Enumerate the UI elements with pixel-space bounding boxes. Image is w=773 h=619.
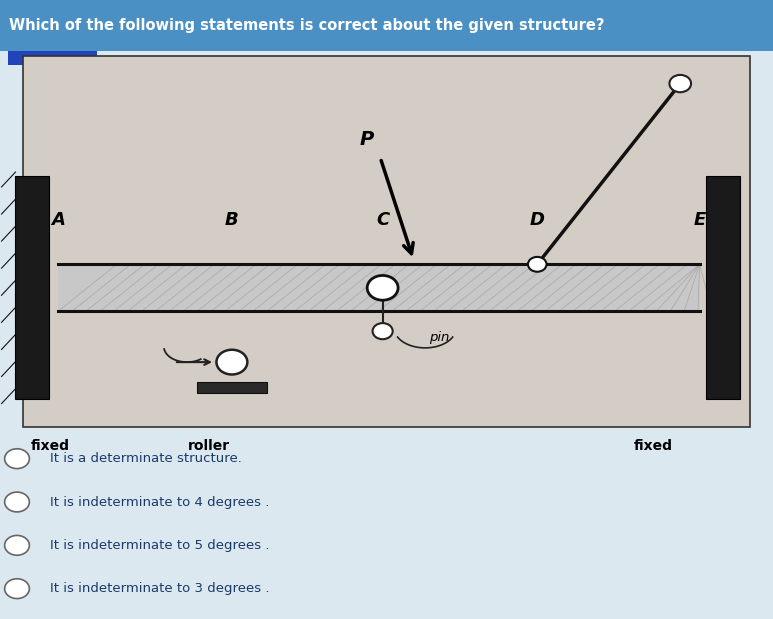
- Circle shape: [216, 350, 247, 374]
- Text: A: A: [51, 210, 65, 229]
- Circle shape: [528, 257, 547, 272]
- FancyBboxPatch shape: [0, 0, 773, 51]
- Text: B: B: [225, 210, 239, 229]
- Text: It is indeterminate to 5 degrees .: It is indeterminate to 5 degrees .: [50, 539, 270, 552]
- Text: pin: pin: [429, 331, 449, 344]
- FancyBboxPatch shape: [8, 51, 97, 65]
- Circle shape: [5, 579, 29, 599]
- FancyBboxPatch shape: [197, 382, 267, 393]
- Circle shape: [367, 275, 398, 300]
- Circle shape: [669, 75, 691, 92]
- FancyBboxPatch shape: [706, 176, 740, 399]
- FancyBboxPatch shape: [23, 56, 750, 427]
- Text: E: E: [693, 210, 706, 229]
- Text: P: P: [360, 130, 374, 149]
- Text: fixed: fixed: [31, 439, 70, 452]
- Circle shape: [5, 535, 29, 555]
- Text: It is a determinate structure.: It is a determinate structure.: [50, 452, 242, 465]
- Circle shape: [373, 323, 393, 339]
- Text: D: D: [530, 210, 545, 229]
- Text: It is indeterminate to 4 degrees .: It is indeterminate to 4 degrees .: [50, 495, 270, 509]
- Text: It is indeterminate to 3 degrees .: It is indeterminate to 3 degrees .: [50, 582, 270, 595]
- Text: C: C: [376, 210, 390, 229]
- Text: roller: roller: [188, 439, 230, 452]
- FancyBboxPatch shape: [58, 264, 700, 311]
- Text: fixed: fixed: [634, 439, 673, 452]
- FancyBboxPatch shape: [15, 176, 49, 399]
- Circle shape: [5, 492, 29, 512]
- Text: Which of the following statements is correct about the given structure?: Which of the following statements is cor…: [9, 19, 604, 33]
- Circle shape: [5, 449, 29, 469]
